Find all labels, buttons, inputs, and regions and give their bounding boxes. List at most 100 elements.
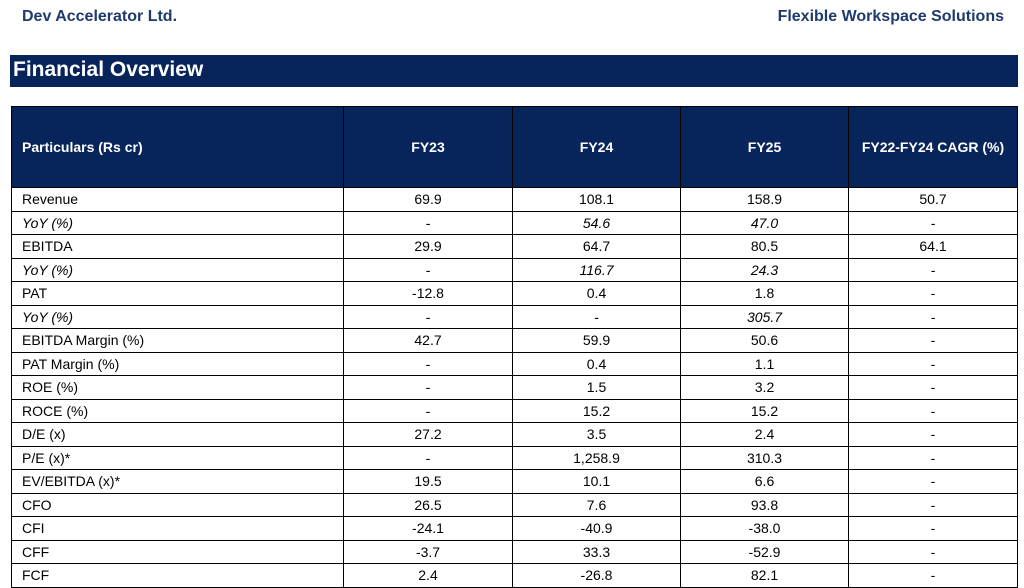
row-label: FCF (11, 563, 344, 588)
row-label: CFO (11, 492, 344, 517)
table-row: PAT Margin (%) -0.4 1.1- (11, 351, 1018, 376)
table-cell: - (848, 469, 1018, 494)
financial-table: Particulars (Rs cr) FY23 FY24 FY25 FY22-… (11, 106, 1018, 588)
table-row: CFI -24.1 -40.9 -38.0- (11, 516, 1018, 541)
table-cell: - (848, 351, 1018, 376)
column-header: FY25 (680, 106, 849, 188)
table-cell: - (848, 445, 1018, 470)
section-banner: Financial Overview (10, 55, 1018, 87)
table-cell: 80.5 (680, 234, 849, 259)
table-cell: - (343, 351, 513, 376)
table-cell: 69.9 (343, 187, 513, 212)
table-cell: -26.8 (512, 563, 681, 588)
row-label: PAT Margin (%) (11, 351, 344, 376)
table-cell: 310.3 (680, 445, 849, 470)
table-cell: 33.3 (512, 539, 681, 564)
column-header: FY22-FY24 CAGR (%) (848, 106, 1018, 188)
row-label: PAT (11, 281, 344, 306)
table-cell: - (848, 563, 1018, 588)
table-row: CFF -3.7 33.3 -52.9- (11, 539, 1018, 564)
table-cell: 54.6 (512, 210, 681, 235)
row-label: CFF (11, 539, 344, 564)
table-cell: 50.7 (848, 187, 1018, 212)
table-cell: 1.5 (512, 375, 681, 400)
table-cell: 26.5 (343, 492, 513, 517)
table-cell: - (512, 304, 681, 329)
table-header-row: Particulars (Rs cr) FY23 FY24 FY25 FY22-… (11, 106, 1018, 188)
table-cell: 15.2 (680, 398, 849, 423)
table-cell: 116.7 (512, 257, 681, 282)
table-cell: 2.4 (343, 563, 513, 588)
table-cell: - (343, 210, 513, 235)
table-cell: -3.7 (343, 539, 513, 564)
table-row: P/E (x)* -1,258.9 310.3- (11, 445, 1018, 470)
table-row: EV/EBITDA (x)* 19.5 10.1 6.6- (11, 469, 1018, 494)
table-cell: -12.8 (343, 281, 513, 306)
table-cell: - (848, 422, 1018, 447)
table-cell: -40.9 (512, 516, 681, 541)
table-row: EBITDA Margin (%) 42.7 59.9 50.6- (11, 328, 1018, 353)
table-cell: 108.1 (512, 187, 681, 212)
table-cell: 82.1 (680, 563, 849, 588)
row-label: EBITDA Margin (%) (11, 328, 344, 353)
table-cell: 158.9 (680, 187, 849, 212)
table-row: YoY (%) -54.6 47.0- (11, 210, 1018, 235)
table-cell: -52.9 (680, 539, 849, 564)
table-cell: 1,258.9 (512, 445, 681, 470)
row-label: EBITDA (11, 234, 344, 259)
table-cell: 64.1 (848, 234, 1018, 259)
company-name: Dev Accelerator Ltd. (22, 8, 178, 25)
table-cell: 19.5 (343, 469, 513, 494)
section-title: Financial Overview (13, 58, 204, 81)
row-label: YoY (%) (11, 257, 344, 282)
table-row: FCF 2.4 -26.8 82.1- (11, 563, 1018, 588)
table-cell: - (343, 257, 513, 282)
table-cell: 3.5 (512, 422, 681, 447)
table-cell: 93.8 (680, 492, 849, 517)
table-cell: 24.3 (680, 257, 849, 282)
row-label: D/E (x) (11, 422, 344, 447)
table-cell: 50.6 (680, 328, 849, 353)
column-header: FY23 (343, 106, 513, 188)
table-cell: -38.0 (680, 516, 849, 541)
table-row: D/E (x) 27.2 3.5 2.4- (11, 422, 1018, 447)
company-tagline: Flexible Workspace Solutions (777, 8, 1004, 25)
table-cell: 64.7 (512, 234, 681, 259)
column-header: Particulars (Rs cr) (11, 106, 344, 188)
table-cell: 1.8 (680, 281, 849, 306)
table-cell: - (848, 210, 1018, 235)
table-cell: 6.6 (680, 469, 849, 494)
row-label: Revenue (11, 187, 344, 212)
table-cell: 47.0 (680, 210, 849, 235)
table-cell: 0.4 (512, 351, 681, 376)
table-cell: - (848, 516, 1018, 541)
table-cell: 10.1 (512, 469, 681, 494)
table-cell: 59.9 (512, 328, 681, 353)
table-cell: - (848, 539, 1018, 564)
table-cell: - (848, 328, 1018, 353)
row-label: ROE (%) (11, 375, 344, 400)
table-row: Revenue 69.9 108.1 158.9 50.7 (11, 187, 1018, 212)
table-cell: - (848, 304, 1018, 329)
table-cell: 2.4 (680, 422, 849, 447)
row-label: CFI (11, 516, 344, 541)
table-row: YoY (%) - -305.7- (11, 304, 1018, 329)
table-cell: -24.1 (343, 516, 513, 541)
table-cell: - (343, 398, 513, 423)
table-cell: - (848, 281, 1018, 306)
table-cell: 27.2 (343, 422, 513, 447)
row-label: YoY (%) (11, 210, 344, 235)
row-label: YoY (%) (11, 304, 344, 329)
table-cell: - (343, 375, 513, 400)
column-header: FY24 (512, 106, 681, 188)
row-label: ROCE (%) (11, 398, 344, 423)
table-cell: - (848, 398, 1018, 423)
table-row: ROE (%) -1.5 3.2- (11, 375, 1018, 400)
table-cell: 0.4 (512, 281, 681, 306)
table-row: EBITDA 29.9 64.7 80.5 64.1 (11, 234, 1018, 259)
table-cell: 15.2 (512, 398, 681, 423)
table-cell: - (848, 375, 1018, 400)
table-cell: 42.7 (343, 328, 513, 353)
table-cell: - (343, 445, 513, 470)
table-cell: 305.7 (680, 304, 849, 329)
